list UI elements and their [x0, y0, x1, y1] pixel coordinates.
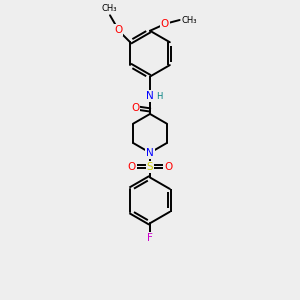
Text: CH₃: CH₃: [102, 4, 117, 13]
Text: O: O: [114, 25, 122, 35]
Text: O: O: [131, 103, 139, 113]
Text: H: H: [156, 92, 162, 101]
Text: F: F: [147, 233, 153, 243]
Text: CH₃: CH₃: [182, 16, 197, 25]
Text: O: O: [161, 19, 169, 29]
Text: O: O: [128, 162, 136, 172]
Text: N: N: [146, 91, 154, 101]
Text: S: S: [147, 162, 153, 172]
Text: O: O: [164, 162, 172, 172]
Text: N: N: [146, 148, 154, 158]
